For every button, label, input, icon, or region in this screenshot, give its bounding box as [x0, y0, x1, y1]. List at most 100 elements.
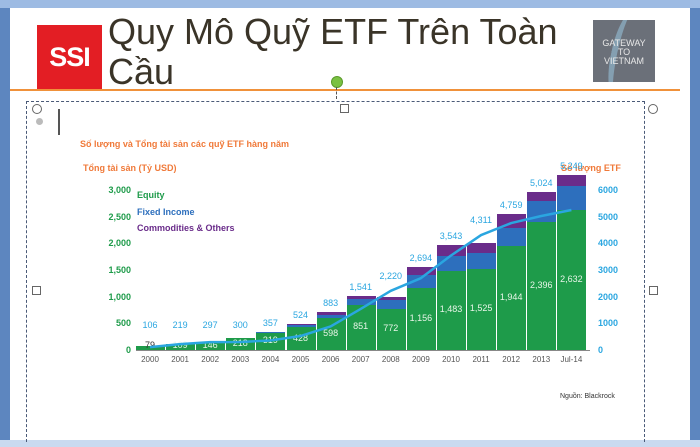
gateway-to-vietnam-logo: GATEWAY TO VIETNAM: [593, 20, 655, 82]
right-axis-label: Số lượng ETF: [561, 163, 621, 173]
rotation-handle[interactable]: [331, 76, 343, 88]
legend-commodities: Commodities & Others: [137, 223, 235, 233]
x-axis-label: 2001: [171, 355, 189, 364]
stacked-bar: [406, 267, 436, 350]
rotation-handle-stem: [336, 87, 337, 99]
bar-segment: [467, 243, 497, 253]
right-axis-tick: 3000: [598, 265, 619, 275]
bar-segment: [557, 209, 587, 350]
left-axis-tick: 1,500: [108, 265, 131, 275]
left-axis-tick: 3,000: [108, 185, 131, 195]
bar-segment: [437, 270, 466, 350]
left-axis-tick: 2,000: [108, 238, 131, 249]
etf-count-label: 2,694: [409, 253, 433, 263]
equity-value-label: 1,525: [469, 303, 493, 314]
equity-value-label: 146: [202, 340, 218, 350]
stacked-bar: [196, 342, 226, 350]
bar-segment: [376, 296, 406, 301]
stacked-bar: [557, 174, 587, 350]
equity-value-label: 428: [292, 332, 309, 343]
right-axis-tick: 6000: [598, 185, 619, 195]
bar-segment: [226, 338, 256, 350]
right-axis-tick: 2000: [598, 291, 619, 302]
x-axis-label: Jul-14: [560, 355, 583, 364]
left-axis-tick: 500: [115, 318, 131, 329]
x-axis: [136, 350, 590, 351]
x-axis-label: 2010: [442, 355, 460, 364]
resize-handle-top-right[interactable]: [648, 104, 658, 114]
bar-segment: [467, 268, 497, 350]
bar-segment: [497, 246, 527, 350]
logo-line-1: GATEWAY: [602, 38, 646, 48]
etf-count-label: 3,543: [439, 231, 463, 242]
equity-value-label: 772: [383, 323, 399, 334]
right-axis-tick: 1000: [598, 318, 619, 329]
bar-segment: [376, 308, 406, 350]
stacked-bar: [166, 344, 196, 350]
etf-count-label: 219: [172, 320, 188, 330]
bar-segment: [406, 275, 436, 289]
bar-segment: [316, 314, 346, 319]
x-axis-label: 2012: [502, 355, 521, 364]
equity-value-label: 2,396: [530, 280, 553, 291]
right-axis-tick: 0: [598, 345, 604, 355]
x-axis-label: 2004: [261, 355, 280, 364]
resize-handle-top-left[interactable]: [32, 104, 42, 114]
chart-title: Số lượng và Tổng tài sản các quỹ ETF hàn…: [80, 139, 289, 149]
etf-count-label: 5,024: [530, 177, 553, 188]
equity-value-label: 2,632: [560, 273, 583, 284]
title-divider: [10, 89, 680, 91]
stacked-bar: [497, 214, 527, 350]
x-axis-label: 2003: [231, 355, 250, 364]
stacked-bar: [316, 312, 346, 350]
slide-title[interactable]: Quy Mô Quỹ ETF Trên Toàn Cầu: [108, 11, 558, 92]
stacked-bar: [437, 245, 466, 350]
x-axis-label: 2006: [321, 355, 340, 364]
stacked-bar: [226, 338, 256, 350]
equity-value-label: 851: [353, 321, 369, 332]
bar-segment: [406, 267, 436, 275]
selected-content-placeholder[interactable]: [26, 101, 645, 442]
etf-count-label: 4,759: [499, 200, 523, 211]
window-bottom-border: [0, 440, 700, 447]
bar-segment: [527, 222, 557, 350]
ssi-logo: SSI: [37, 25, 102, 90]
bar-segment: [346, 295, 376, 300]
x-axis-label: 2000: [141, 355, 159, 364]
bar-segment: [286, 325, 316, 328]
etf-count-label: 4,311: [470, 215, 493, 226]
etf-count-label: 1,541: [349, 281, 372, 292]
bar-segment: [316, 318, 346, 350]
x-axis-label: 2009: [411, 355, 430, 364]
x-axis-label: 2007: [351, 355, 370, 364]
right-axis-tick: 5000: [598, 211, 619, 222]
equity-value-label: 1,156: [409, 313, 433, 324]
window-top-border: [0, 0, 700, 8]
left-axis-tick: 2,500: [108, 211, 131, 222]
resize-handle-left[interactable]: [32, 286, 41, 295]
etf-count-label: 2,220: [379, 270, 403, 281]
bar-segment: [497, 214, 527, 228]
bar-segment: [166, 344, 196, 350]
etf-count-label: 297: [202, 320, 218, 330]
etf-count-label: 300: [232, 320, 248, 330]
bar-segment: [497, 227, 527, 247]
bar-segment: [196, 342, 226, 350]
bar-segment: [346, 299, 376, 305]
bar-segment: [316, 312, 346, 315]
bar-segment: [256, 331, 286, 333]
x-axis-label: 2008: [381, 355, 400, 364]
resize-handle-top[interactable]: [340, 104, 349, 113]
equity-value-label: 1,483: [439, 304, 463, 315]
logo-line-2: TO: [617, 47, 631, 57]
etf-count-label: 883: [323, 298, 339, 309]
left-axis-label: Tổng tài sản (Tỷ USD): [83, 163, 177, 173]
stacked-bar: [467, 243, 497, 350]
etf-count-label: 524: [292, 309, 309, 320]
right-axis-tick: 4000: [598, 238, 619, 249]
equity-value-label: 79: [144, 340, 155, 350]
ssi-logo-text: SSI: [49, 42, 91, 72]
resize-handle-right[interactable]: [649, 286, 658, 295]
x-axis-label: 2011: [472, 355, 490, 364]
